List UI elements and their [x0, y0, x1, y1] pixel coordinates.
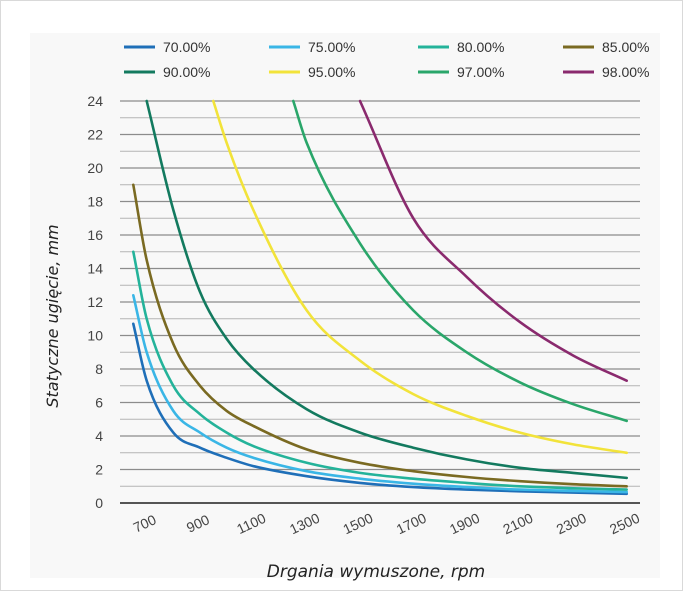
series-line-75.00%: [132, 294, 628, 494]
series-line-98.00%: [358, 99, 628, 382]
x-tick-label: 1500: [340, 510, 375, 538]
x-axis-ticks: 700 900 1100 1300 1500 1700 1900 2100 2300 2500: [131, 510, 643, 538]
y-tick-label: 14: [87, 261, 103, 277]
legend-label: 95.00%: [308, 64, 355, 80]
y-tick-label: 0: [95, 495, 103, 511]
y-tick-label: 4: [95, 428, 103, 444]
series-line-85.00%: [132, 183, 628, 488]
y-tick-label: 24: [87, 93, 103, 109]
x-tick-label: 2500: [607, 510, 642, 538]
x-tick-label: 1300: [287, 510, 322, 538]
y-tick-label: 2: [95, 462, 103, 478]
legend-item: 95.00%: [269, 64, 355, 80]
legend-item: 80.00%: [418, 39, 504, 55]
y-tick-label: 16: [87, 227, 103, 243]
y-tick-label: 8: [95, 361, 103, 377]
y-tick-label: 12: [87, 294, 103, 310]
x-tick-label: 2100: [500, 510, 535, 538]
chart-series: [132, 99, 628, 496]
x-tick-label: 1900: [447, 510, 482, 538]
y-tick-label: 20: [87, 160, 103, 176]
series-line-70.00%: [132, 322, 628, 496]
legend-item: 85.00%: [563, 39, 649, 55]
legend-label: 97.00%: [457, 64, 504, 80]
legend-item: 75.00%: [269, 39, 355, 55]
chart-grid: [120, 100, 640, 487]
series-line-90.00%: [145, 99, 628, 480]
y-tick-label: 22: [87, 127, 103, 143]
series-line-95.00%: [212, 99, 628, 455]
y-axis-title: Statyczne ugięcie, mm: [43, 224, 62, 407]
x-tick-label: 1700: [394, 510, 429, 538]
legend-item: 97.00%: [418, 64, 504, 80]
legend-label: 85.00%: [602, 39, 649, 55]
legend-label: 90.00%: [163, 64, 210, 80]
series-line-97.00%: [292, 99, 628, 423]
legend-label: 80.00%: [457, 39, 504, 55]
x-tick-label: 1100: [234, 510, 268, 537]
y-tick-label: 10: [87, 328, 103, 344]
legend-label: 98.00%: [602, 64, 649, 80]
x-tick-label: 900: [184, 511, 212, 535]
y-tick-label: 18: [87, 194, 103, 210]
series-line-80.00%: [132, 250, 628, 491]
chart-legend: 70.00% 75.00% 80.00% 85.00% 90.00% 95.00% 97.0…: [124, 39, 649, 80]
x-tick-label: 2300: [554, 510, 589, 538]
x-tick-label: 700: [131, 511, 159, 535]
x-axis-title: Drgania wymuszone, rpm: [267, 562, 485, 582]
legend-label: 70.00%: [163, 39, 210, 55]
legend-item: 90.00%: [124, 64, 210, 80]
legend-item: 98.00%: [563, 64, 649, 80]
y-tick-label: 6: [95, 395, 103, 411]
legend-label: 75.00%: [308, 39, 355, 55]
legend-item: 70.00%: [124, 39, 210, 55]
